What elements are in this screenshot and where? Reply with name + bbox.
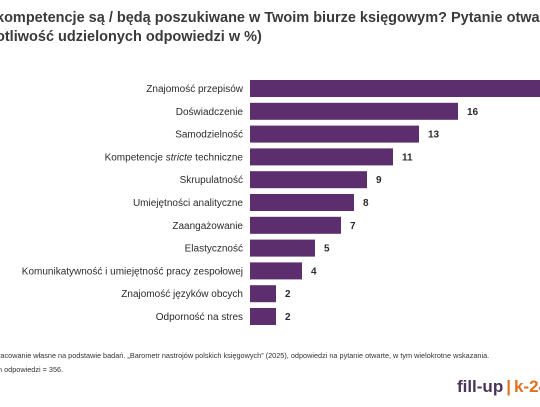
category-label: Samodzielność <box>175 130 243 141</box>
bar <box>250 102 458 120</box>
bar <box>250 171 367 189</box>
category-label: Odporność na stres <box>156 312 243 323</box>
value-label: 16 <box>467 107 479 118</box>
category-label: Doświadczenie <box>176 107 244 118</box>
bar <box>250 194 354 211</box>
category-label: Komunikatywność i umiejętność pracy zesp… <box>22 266 243 277</box>
value-label: 13 <box>428 130 440 141</box>
category-label: Umiejętności analityczne <box>133 198 243 209</box>
footnote: racowanie własne na podstawie badań. „Ba… <box>0 349 489 377</box>
bar-chart: Znajomość przepisów Doświadczenie 16 Samodz… <box>22 80 540 325</box>
value-label: 7 <box>350 221 356 232</box>
value-label: 4 <box>311 266 317 277</box>
footnote-source: racowanie własne na podstawie badań. „Ba… <box>0 351 490 360</box>
bar <box>250 308 276 325</box>
category-label: Kompetencje stricte techniczne <box>105 152 244 163</box>
bar <box>250 148 393 166</box>
title-line-2: otliwość udzielonych odpowiedzi w %) <box>0 29 262 45</box>
bar <box>250 239 315 257</box>
value-label: 11 <box>402 152 413 163</box>
logo-separator: | <box>506 377 511 396</box>
logo-fill-up: fill-up <box>456 377 504 396</box>
bar <box>250 262 302 280</box>
bar <box>250 125 419 143</box>
category-label: Znajomość języków obcych <box>121 289 243 300</box>
category-label: Skrupulatność <box>180 175 243 186</box>
title-line-1: kompetencje są / będą poszukiwane w Twoi… <box>0 10 540 26</box>
bar <box>250 285 276 303</box>
value-label: 5 <box>324 244 330 255</box>
bar <box>250 80 540 97</box>
value-label: 2 <box>285 312 291 323</box>
value-label: 9 <box>376 175 382 186</box>
category-label: Znajomość przepisów <box>146 84 243 95</box>
logo-k24: k-24 <box>513 377 540 396</box>
footnote-sample-size: n odpowiedzi = 356. <box>0 365 64 374</box>
bar <box>250 216 341 234</box>
chart-title: kompetencje są / będą poszukiwane w Twoi… <box>0 9 540 47</box>
category-label: Elastyczność <box>185 244 243 255</box>
value-label: 2 <box>285 289 291 300</box>
value-label: 8 <box>363 198 369 209</box>
brand-logo: fill-up|k-24 <box>457 377 540 397</box>
category-label: Zaangażowanie <box>172 221 243 232</box>
